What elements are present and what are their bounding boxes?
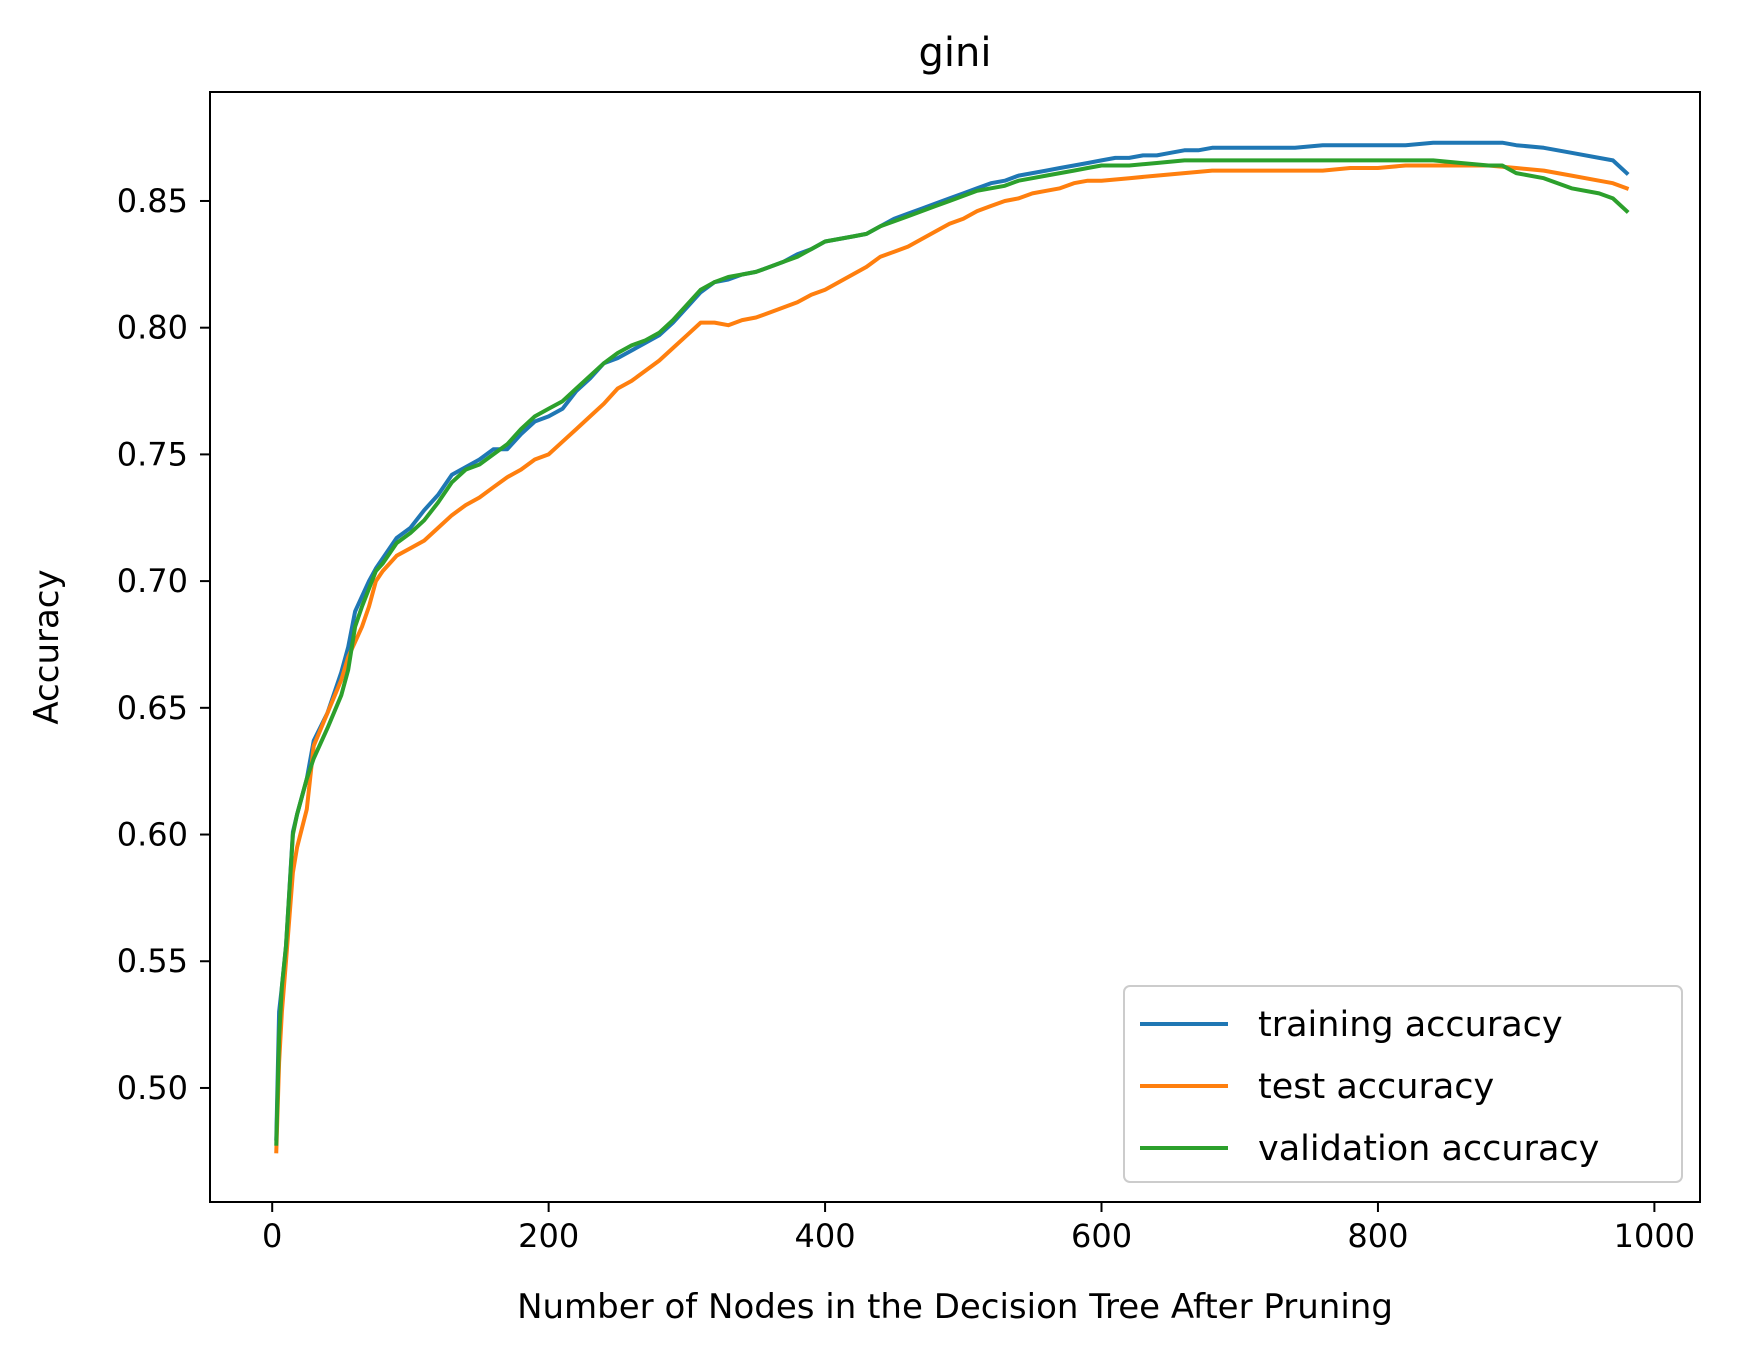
x-tick-label: 1000 bbox=[1614, 1217, 1695, 1255]
y-tick-label: 0.50 bbox=[117, 1069, 188, 1107]
legend-label-2: test accuracy bbox=[1258, 1067, 1494, 1107]
x-axis-label: Number of Nodes in the Decision Tree Aft… bbox=[517, 1287, 1393, 1327]
x-tick-label: 800 bbox=[1347, 1217, 1408, 1255]
y-tick-label: 0.70 bbox=[117, 562, 188, 600]
chart-title: gini bbox=[919, 30, 992, 76]
x-tick-label: 600 bbox=[1071, 1217, 1132, 1255]
series-line-2 bbox=[274, 163, 1630, 1154]
y-tick-label: 0.55 bbox=[117, 942, 188, 980]
ticks-layer: 0 200 400 600 800 1000 0.50 0.55 0.60 0.65 0.70 0.7… bbox=[117, 182, 1695, 1255]
y-tick-label: 0.80 bbox=[117, 309, 188, 347]
plot-frame bbox=[209, 91, 1701, 1203]
legend-box bbox=[1123, 985, 1683, 1183]
series-layer bbox=[274, 140, 1630, 1154]
y-tick-label: 0.65 bbox=[117, 689, 188, 727]
y-axis-label: Accuracy bbox=[27, 569, 67, 724]
legend-label-3: validation accuracy bbox=[1258, 1129, 1599, 1169]
x-tick-label: 0 bbox=[262, 1217, 282, 1255]
y-tick-label: 0.75 bbox=[117, 435, 188, 473]
x-tick-label: 400 bbox=[795, 1217, 856, 1255]
x-tick-label: 200 bbox=[518, 1217, 579, 1255]
legend-label-1: training accuracy bbox=[1258, 1005, 1563, 1045]
legend: training accuracy test accuracy validation… bbox=[1123, 985, 1683, 1183]
y-tick-label: 0.60 bbox=[117, 816, 188, 854]
y-tick-label: 0.85 bbox=[117, 182, 188, 220]
series-line-3 bbox=[274, 158, 1630, 1146]
